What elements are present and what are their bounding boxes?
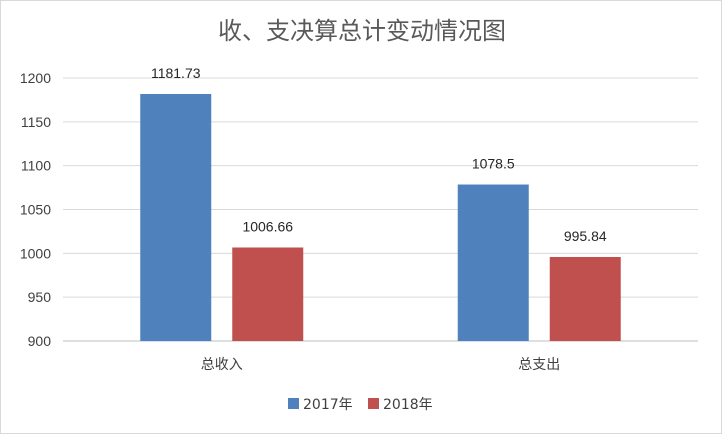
- bars: [140, 94, 621, 342]
- y-tick-label: 950: [28, 289, 52, 305]
- category-label: 总收入: [201, 357, 243, 373]
- legend-swatch: [368, 398, 379, 409]
- bar: [140, 94, 212, 342]
- data-label: 1078.5: [472, 156, 515, 172]
- bar: [457, 184, 529, 341]
- y-tick-label: 1100: [21, 158, 51, 174]
- y-tick-label: 1150: [21, 114, 51, 130]
- bar: [232, 247, 304, 341]
- x-axis-categories: 总收入 总支出: [201, 357, 561, 373]
- bar: [549, 256, 621, 341]
- legend: 2017年 2018年: [288, 397, 433, 413]
- category-label: 总支出: [518, 357, 560, 373]
- data-label: 995.84: [564, 228, 607, 244]
- y-tick-label: 1000: [20, 245, 51, 261]
- data-label: 1181.73: [151, 65, 201, 81]
- y-axis-ticks: 900 950 1000 1050 1100 1150 1200: [20, 70, 51, 349]
- legend-label: 2017年: [303, 397, 353, 413]
- data-label: 1006.66: [242, 218, 293, 234]
- y-tick-label: 1200: [20, 70, 51, 86]
- data-labels: 1181.73 1006.66 1078.5 995.84: [151, 65, 607, 244]
- legend-label: 2018年: [383, 397, 433, 413]
- y-tick-label: 900: [28, 333, 52, 349]
- y-tick-label: 1050: [20, 202, 51, 218]
- chart-title: 收、支决算总计变动情况图: [218, 17, 506, 45]
- legend-swatch: [288, 398, 299, 409]
